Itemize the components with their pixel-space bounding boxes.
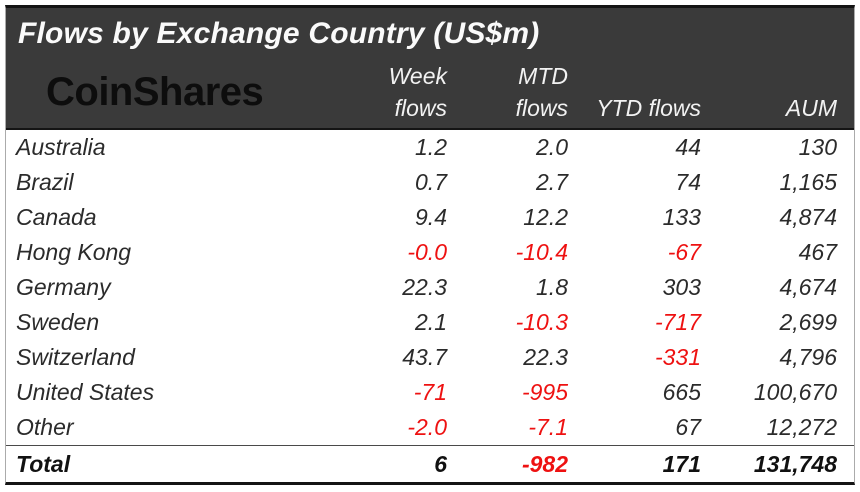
country-cell: Sweden <box>16 309 100 335</box>
table-row: Other -2.0 -7.1 67 12,272 <box>6 410 854 445</box>
column-header-row: CoinShares Week flows MTD flows YTD flow… <box>6 58 854 128</box>
week-flows-cell: 22.3 <box>402 274 447 300</box>
country-cell: United States <box>16 379 155 405</box>
ytd-flows-cell: 74 <box>675 169 701 195</box>
column-header-ytd-flows: YTD flows <box>568 60 701 124</box>
ytd-flows-cell: 133 <box>662 204 701 230</box>
week-flows-cell: 0.7 <box>415 169 447 195</box>
mtd-flows-cell: 2.7 <box>536 169 568 195</box>
total-label: Total <box>16 450 71 477</box>
table-header: Flows by Exchange Country (US$m) CoinSha… <box>6 8 854 130</box>
aum-cell: 4,796 <box>779 344 837 370</box>
column-header-ytd-label: YTD flows <box>596 95 701 121</box>
ytd-flows-cell: -331 <box>654 344 701 370</box>
ytd-flows-cell: 665 <box>662 379 701 405</box>
total-aum: 131,748 <box>753 450 837 477</box>
week-flows-cell: 9.4 <box>415 204 447 230</box>
column-header-mtd-flows: MTD flows <box>447 60 568 124</box>
total-row: Total 6 -982 171 131,748 <box>6 445 854 482</box>
table-row: Germany 22.3 1.8 303 4,674 <box>6 270 854 305</box>
table-row: Canada 9.4 12.2 133 4,874 <box>6 200 854 235</box>
aum-cell: 12,272 <box>766 414 837 440</box>
week-flows-cell: -0.0 <box>407 239 447 265</box>
mtd-flows-cell: -10.4 <box>515 239 568 265</box>
aum-cell: 130 <box>798 134 837 160</box>
logo-cell: CoinShares <box>6 70 332 115</box>
column-header-mtd-line2: flows <box>515 95 568 121</box>
column-header-aum: AUM <box>701 60 854 124</box>
country-cell: Other <box>16 414 74 440</box>
aum-cell: 4,874 <box>779 204 837 230</box>
ytd-flows-cell: 44 <box>675 134 701 160</box>
aum-cell: 100,670 <box>753 379 837 405</box>
table-row: Sweden 2.1 -10.3 -717 2,699 <box>6 305 854 340</box>
flows-table: Flows by Exchange Country (US$m) CoinSha… <box>5 5 855 485</box>
column-header-aum-label: AUM <box>785 95 837 121</box>
mtd-flows-cell: 2.0 <box>536 134 568 160</box>
ytd-flows-cell: 303 <box>662 274 701 300</box>
country-cell: Brazil <box>16 169 74 195</box>
page-title: Flows by Exchange Country (US$m) <box>18 17 540 50</box>
total-mtd-flows: -982 <box>521 450 568 477</box>
ytd-flows-cell: 67 <box>675 414 701 440</box>
week-flows-cell: -71 <box>413 379 447 405</box>
total-ytd-flows: 171 <box>662 450 701 477</box>
aum-cell: 2,699 <box>779 309 837 335</box>
column-header-week-line2: flows <box>394 95 447 121</box>
ytd-flows-cell: -717 <box>654 309 701 335</box>
week-flows-cell: 2.1 <box>415 309 447 335</box>
coinshares-logo: CoinShares <box>46 69 264 114</box>
table-row: Hong Kong -0.0 -10.4 -67 467 <box>6 235 854 270</box>
country-cell: Germany <box>16 274 111 300</box>
mtd-flows-cell: -7.1 <box>528 414 568 440</box>
column-header-mtd-line1: MTD <box>518 63 568 89</box>
mtd-flows-cell: -10.3 <box>515 309 568 335</box>
ytd-flows-cell: -67 <box>667 239 701 265</box>
table-row: United States -71 -995 665 100,670 <box>6 375 854 410</box>
mtd-flows-cell: 12.2 <box>523 204 568 230</box>
week-flows-cell: -2.0 <box>407 414 447 440</box>
aum-cell: 467 <box>798 239 837 265</box>
mtd-flows-cell: -995 <box>521 379 568 405</box>
table-body: Australia 1.2 2.0 44 130 Brazil 0.7 2.7 … <box>6 130 854 445</box>
total-week-flows: 6 <box>434 450 447 477</box>
column-header-week-line1: Week <box>388 63 447 89</box>
country-cell: Australia <box>16 134 106 160</box>
aum-cell: 4,674 <box>779 274 837 300</box>
country-cell: Canada <box>16 204 97 230</box>
aum-cell: 1,165 <box>779 169 837 195</box>
mtd-flows-cell: 22.3 <box>523 344 568 370</box>
week-flows-cell: 43.7 <box>402 344 447 370</box>
mtd-flows-cell: 1.8 <box>536 274 568 300</box>
week-flows-cell: 1.2 <box>415 134 447 160</box>
country-cell: Switzerland <box>16 344 135 370</box>
table-row: Brazil 0.7 2.7 74 1,165 <box>6 165 854 200</box>
table-row: Australia 1.2 2.0 44 130 <box>6 130 854 165</box>
table-row: Switzerland 43.7 22.3 -331 4,796 <box>6 340 854 375</box>
country-cell: Hong Kong <box>16 239 132 265</box>
column-header-week-flows: Week flows <box>332 60 447 124</box>
